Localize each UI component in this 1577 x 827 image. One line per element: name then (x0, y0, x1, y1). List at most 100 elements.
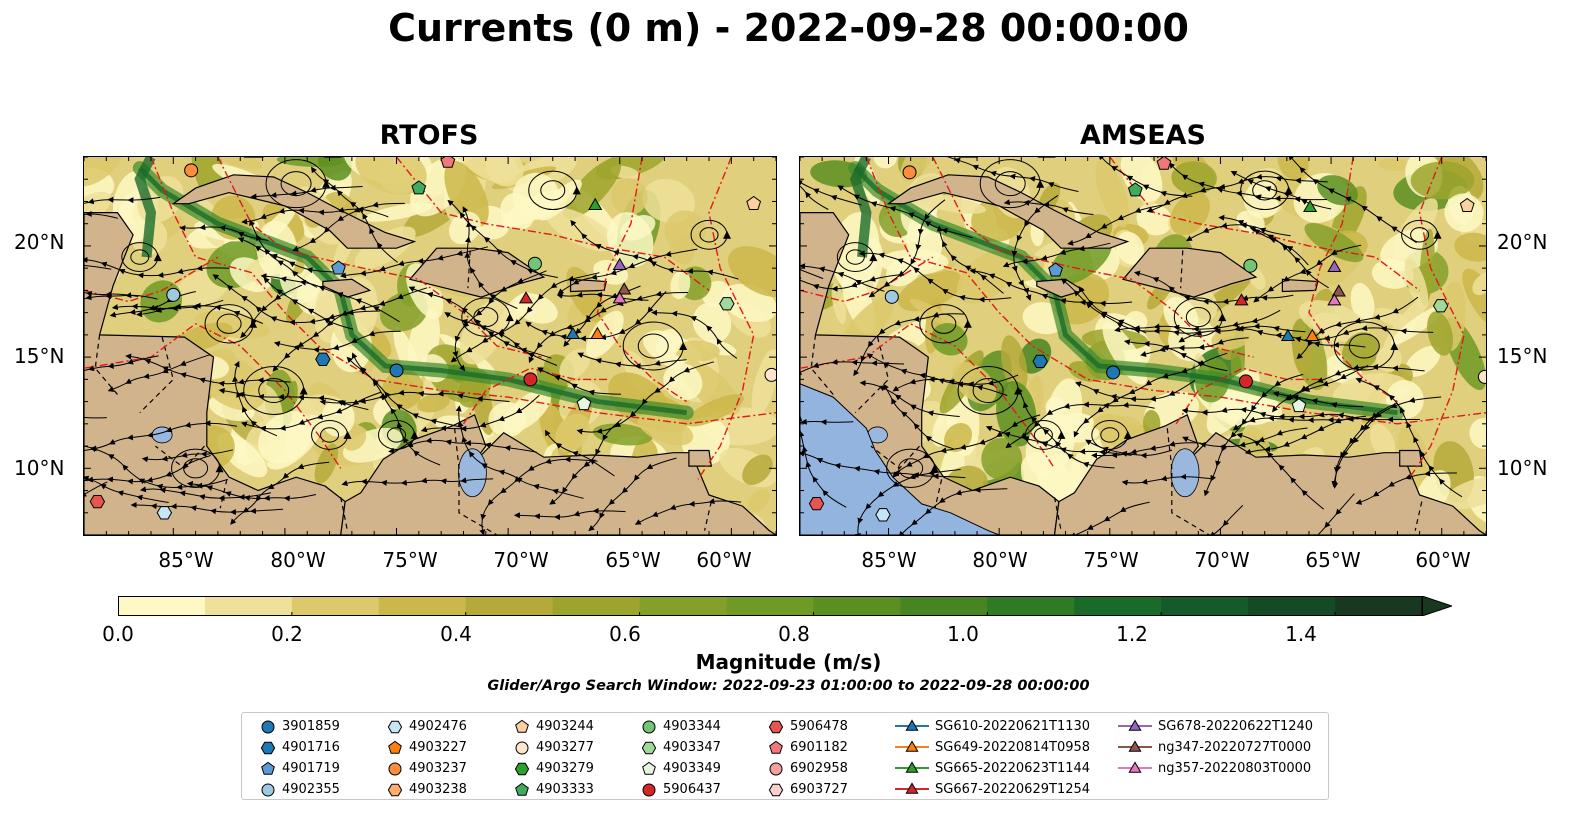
legend-item: 4903244 (514, 716, 594, 736)
streamline (1121, 473, 1213, 486)
legend-marker (388, 762, 402, 776)
legend-symbol (768, 720, 784, 734)
legend-marker (642, 761, 656, 775)
legend-label: 3901859 (282, 718, 340, 734)
streamline (651, 309, 738, 359)
lon-label: 60°W (1415, 548, 1471, 572)
platform-marker (527, 256, 542, 271)
streamline (1002, 242, 1111, 268)
colorbar-segment (465, 596, 554, 616)
platform-marker (719, 297, 735, 311)
streamline (341, 477, 494, 486)
platform-marker (1327, 293, 1342, 306)
legend-marker (769, 762, 783, 776)
legend-item: 4903277 (514, 737, 594, 757)
legend-symbol (769, 740, 783, 754)
streamline (1153, 157, 1328, 203)
platform-marker (1032, 354, 1048, 368)
legend-symbol (515, 782, 529, 796)
platform-marker (1048, 262, 1063, 277)
legend-label: 5906478 (790, 718, 848, 734)
platform-marker (1432, 299, 1449, 313)
lat-label-right: 10°N (1497, 456, 1548, 480)
streamline (136, 302, 263, 324)
legend-marker (642, 783, 656, 797)
lon-label: 65°W (1305, 548, 1361, 572)
colorbar-tick: 0.6 (609, 622, 641, 646)
legend-label: ng347-20220727T0000 (1158, 739, 1312, 755)
map-rtofs[interactable] (83, 156, 777, 536)
platform-marker (1477, 369, 1486, 384)
legend-label: 4903237 (409, 760, 467, 776)
colorbar-segment (1335, 596, 1423, 616)
legend: 3901859 4901716 4901719 4902355 4902476 49032… (241, 712, 1329, 800)
platform-marker (764, 367, 776, 382)
legend-label: 4903349 (663, 760, 721, 776)
land-mass (1399, 449, 1423, 467)
legend-symbol (1128, 761, 1142, 773)
current-magnitude-patch (485, 157, 524, 187)
legend-marker (388, 740, 402, 754)
legend-marker (768, 783, 784, 797)
colorbar-tick: 0.2 (271, 622, 303, 646)
streamline (179, 224, 269, 241)
legend-item: 4903347 (641, 737, 721, 757)
streamline (273, 330, 401, 353)
streamline (84, 196, 161, 249)
country-border (139, 336, 174, 414)
legend-label: 4902476 (409, 718, 467, 734)
legend-marker (514, 762, 530, 776)
current-magnitude-patch (1001, 335, 1028, 395)
streamline (141, 449, 234, 463)
legend-item: 4903344 (641, 716, 721, 736)
current-magnitude-patch (685, 394, 744, 427)
panel-title-amseas: AMSEAS (1080, 120, 1206, 151)
platform-marker (617, 282, 632, 295)
streamline (1288, 157, 1417, 244)
map-amseas[interactable] (799, 156, 1487, 536)
colorbar-tick: 0.8 (778, 622, 810, 646)
current-magnitude-patch (1454, 232, 1486, 262)
colorbar-tick: 1.4 (1285, 622, 1317, 646)
legend-item: SG665-20220623T1144 (895, 758, 1090, 778)
search-window-text: Glider/Argo Search Window: 2022-09-23 01… (487, 678, 1090, 694)
colorbar-segment (1161, 596, 1249, 616)
lat-label-right: 20°N (1497, 230, 1548, 254)
platform-marker (902, 165, 917, 180)
eddy-arrow (1057, 430, 1066, 439)
legend-marker (642, 720, 656, 734)
legend-item: 4901719 (260, 758, 340, 778)
legend-marker (769, 740, 783, 754)
streamline (1023, 501, 1150, 535)
platform-marker (389, 363, 404, 378)
eddy-arrow (1218, 313, 1227, 322)
legend-label: 4903227 (409, 739, 467, 755)
current-magnitude-patch (751, 349, 776, 417)
platform-marker (1459, 197, 1475, 212)
eddy-streamline (699, 227, 719, 243)
streamline (450, 272, 600, 363)
streamline (1003, 199, 1094, 215)
legend-marker (641, 741, 657, 755)
current-magnitude-patch (1404, 258, 1429, 310)
current-magnitude-patch (748, 489, 770, 512)
eddy-streamline (320, 427, 340, 443)
lat-label-left: 20°N (14, 230, 65, 254)
eddy-streamline (387, 427, 407, 443)
legend-symbol (642, 761, 656, 775)
eddy-arrow (343, 430, 352, 439)
eddy-arrow (1014, 386, 1023, 395)
current-magnitude-patch (1371, 258, 1414, 289)
eddy-streamline (130, 249, 150, 265)
streamline (1073, 352, 1228, 438)
current-magnitude-patch (1427, 311, 1453, 356)
platform-marker (1327, 259, 1342, 272)
eddy-arrow (410, 430, 419, 439)
legend-label: 4903333 (536, 781, 594, 797)
lon-label: 85°W (861, 548, 917, 572)
colorbar-tick: 1.2 (1116, 622, 1148, 646)
colorbar-segment (813, 596, 901, 616)
platform-marker (746, 195, 762, 210)
country-border (340, 497, 348, 531)
streamline (800, 169, 862, 206)
